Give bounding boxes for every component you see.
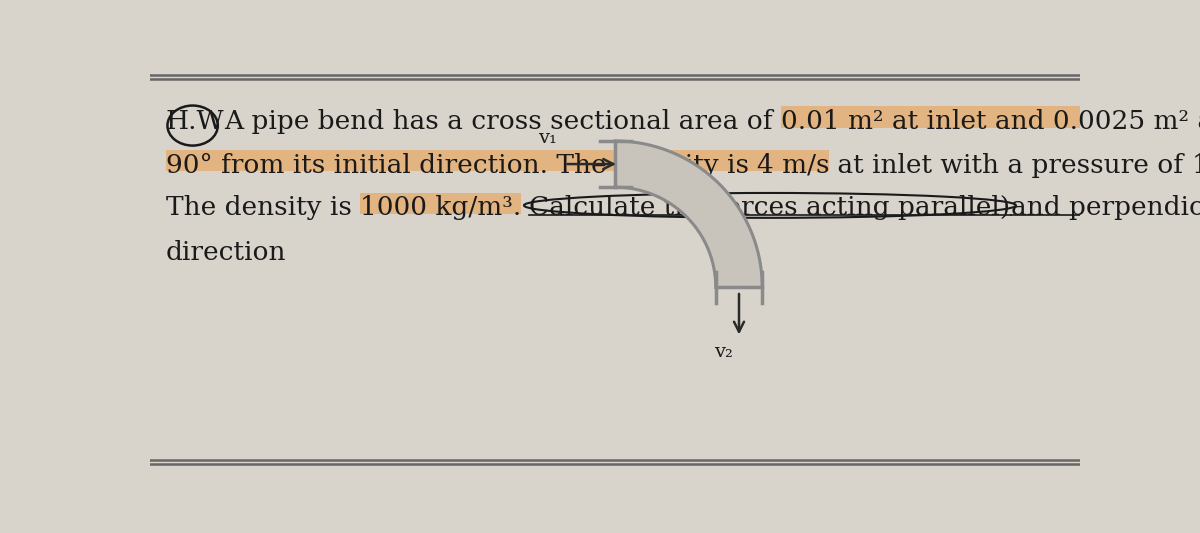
- Text: 4 m/s: 4 m/s: [757, 152, 829, 177]
- Text: v₂: v₂: [714, 343, 733, 361]
- Text: 90° from its initial direction. The velocity is: 90° from its initial direction. The velo…: [166, 152, 757, 177]
- Text: The density is: The density is: [166, 195, 360, 220]
- Text: 0.01 m² at inlet and 0.0025 m² at outlet. It bends: 0.01 m² at inlet and 0.0025 m² at outlet…: [781, 109, 1200, 134]
- Bar: [757, 150, 829, 172]
- Bar: [166, 150, 757, 172]
- Bar: [781, 106, 1200, 127]
- Text: Calculate the forces acting parallel): Calculate the forces acting parallel): [529, 195, 1010, 220]
- Text: and perpendicular to the initial: and perpendicular to the initial: [1010, 195, 1200, 220]
- Text: at inlet with a pressure of: at inlet with a pressure of: [829, 152, 1192, 177]
- Bar: [360, 192, 521, 214]
- Text: A pipe bend has a cross sectional area of: A pipe bend has a cross sectional area o…: [224, 109, 781, 134]
- Text: H.W: H.W: [166, 109, 224, 134]
- Bar: [1192, 150, 1200, 172]
- Text: 100 kPa gauge.: 100 kPa gauge.: [1192, 152, 1200, 177]
- Text: 1000 kg/m³.: 1000 kg/m³.: [360, 195, 521, 220]
- Text: direction: direction: [166, 239, 286, 264]
- Text: v₁: v₁: [538, 129, 557, 147]
- Polygon shape: [616, 141, 762, 287]
